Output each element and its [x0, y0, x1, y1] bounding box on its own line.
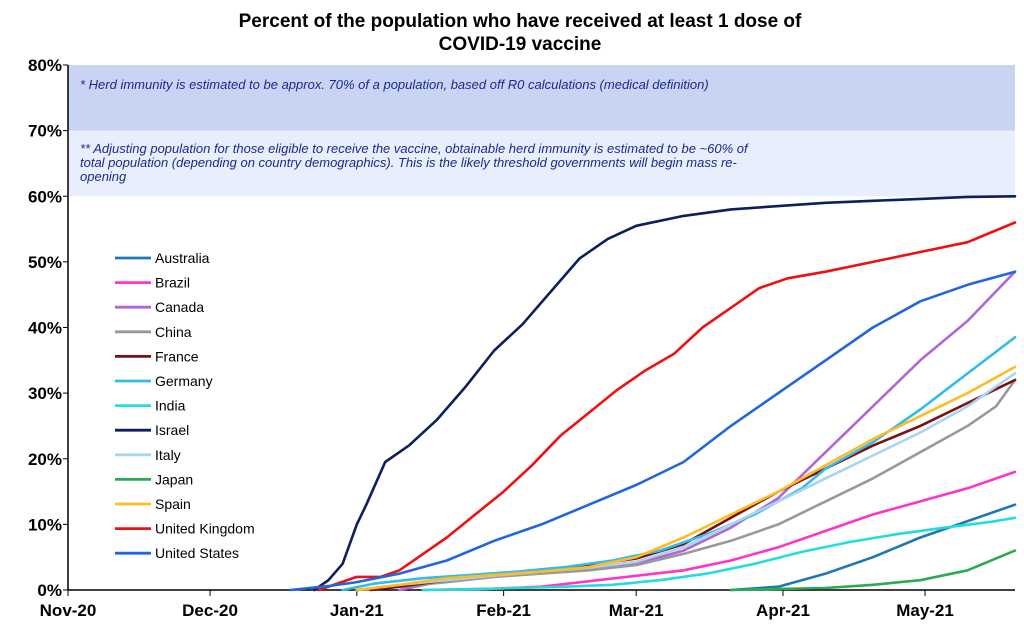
y-tick-label: 40% [28, 319, 62, 338]
x-tick-label: Apr-21 [756, 601, 810, 620]
legend-label-china: China [155, 324, 192, 340]
legend-label-israel: Israel [155, 422, 189, 438]
series-line-italy [355, 372, 1017, 592]
x-tick-label: Mar-21 [609, 601, 664, 620]
adjusted-herd-immunity-note-line2: total population (depending on country d… [80, 155, 737, 170]
legend-label-australia: Australia [155, 250, 210, 266]
x-tick-label: Dec-20 [182, 601, 238, 620]
series-line-india [421, 516, 1017, 592]
chart-title-line2: COVID-19 vaccine [438, 34, 602, 55]
legend-label-india: India [155, 398, 186, 414]
chart-title-line1: Percent of the population who have recei… [238, 11, 802, 32]
x-tick-label: Jan-21 [330, 601, 384, 620]
y-tick-label: 10% [28, 515, 62, 534]
x-tick-label: May-21 [896, 601, 954, 620]
y-tick-label: 20% [28, 450, 62, 469]
legend-label-canada: Canada [155, 299, 204, 315]
series-line-united-kingdom [317, 221, 1017, 592]
series-line-germany [341, 335, 1017, 592]
legend-label-brazil: Brazil [155, 275, 190, 291]
y-tick-label: 30% [28, 384, 62, 403]
herd-immunity-note: * Herd immunity is estimated to be appro… [80, 77, 709, 92]
y-tick-label: 50% [28, 253, 62, 272]
herd-band-1 [68, 130, 1015, 197]
adjusted-herd-immunity-note-line3: opening [80, 169, 127, 184]
series-line-israel [312, 195, 1017, 592]
legend-label-germany: Germany [155, 373, 213, 389]
y-tick-label: 80% [28, 56, 62, 75]
legend-label-italy: Italy [155, 447, 181, 463]
herd-band-0 [68, 65, 1015, 131]
series-line-japan [729, 549, 1017, 592]
adjusted-herd-immunity-note-line1: ** Adjusting population for those eligib… [80, 141, 748, 156]
y-tick-label: 0% [37, 581, 62, 600]
x-tick-label: Feb-21 [476, 601, 531, 620]
legend-label-united-kingdom: United Kingdom [155, 521, 255, 537]
x-tick-label: Nov-20 [40, 601, 97, 620]
legend-label-japan: Japan [155, 471, 193, 487]
series-line-china [355, 378, 1017, 592]
y-tick-label: 70% [28, 122, 62, 141]
series-line-united-states [289, 270, 1017, 592]
series-line-spain [355, 365, 1017, 592]
legend-label-spain: Spain [155, 496, 191, 512]
y-tick-label: 60% [28, 187, 62, 206]
legend-label-united-states: United States [155, 545, 239, 561]
legend-label-france: France [155, 348, 199, 364]
series-line-australia [729, 503, 1017, 592]
